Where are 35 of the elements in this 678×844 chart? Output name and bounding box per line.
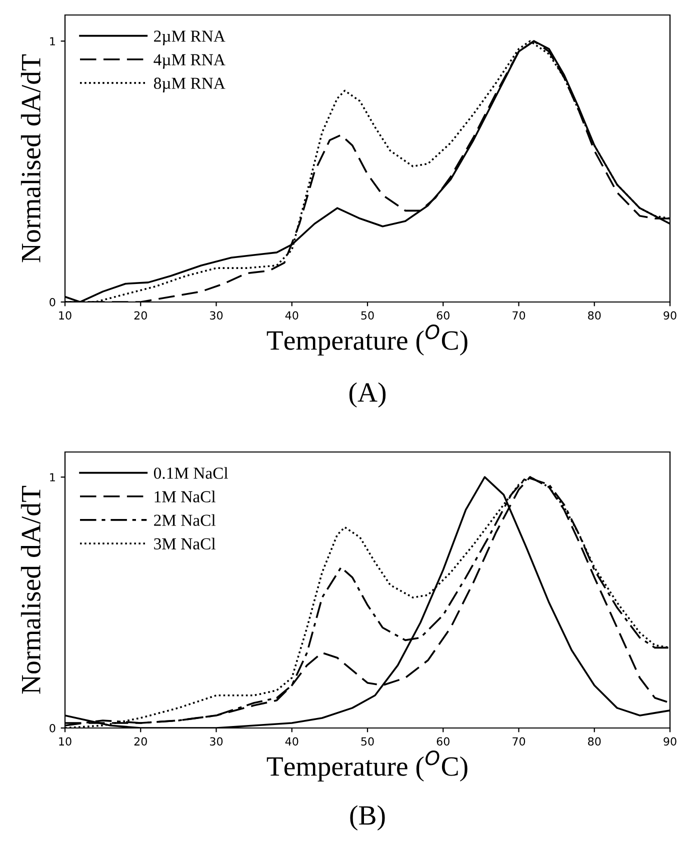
x-tick-label: 20	[134, 311, 147, 320]
text: (B)	[350, 805, 385, 830]
x-tick-label: 10	[59, 737, 72, 746]
x-axis-title: Temperature ($^{O}$C)	[266, 324, 468, 356]
legend-label: 2M NaCl	[154, 514, 216, 526]
text: (A)	[349, 382, 386, 408]
y-tick-label: 1	[50, 473, 55, 482]
legend-label: 1M NaCl	[154, 490, 216, 502]
x-tick-label: 90	[664, 737, 676, 746]
x-tick-label: 60	[436, 311, 450, 320]
x-tick-label: 50	[361, 311, 374, 320]
x-tick-label: 30	[210, 737, 223, 746]
x-tick-label: 80	[588, 311, 601, 320]
legend-label: 3M NaCl	[154, 538, 216, 550]
legend-label: 8µM RNA	[154, 78, 226, 92]
x-axis-title: Temperature ($^{O}$C)	[266, 750, 468, 782]
y-tick-label: 0	[50, 724, 56, 732]
legend-label: 2µM RNA	[154, 30, 226, 46]
x-tick-label: 90	[664, 311, 676, 320]
y-tick-label: 1	[50, 37, 55, 46]
legend-label: 0.1M NaCl	[154, 467, 228, 479]
x-tick-label: 20	[134, 737, 147, 746]
x-tick-label: 70	[512, 311, 526, 320]
y-axis-title: Normalised dA/dT	[20, 486, 40, 694]
y-tick-label: 0	[50, 298, 56, 306]
x-tick-label: 40	[285, 311, 298, 320]
x-tick-label: 80	[588, 737, 601, 746]
legend-label: 4µM RNA	[154, 54, 226, 69]
x-tick-label: 10	[59, 311, 72, 320]
y-axis-title: Normalised dA/dT	[20, 54, 40, 262]
x-tick-label: 60	[436, 737, 450, 746]
x-tick-label: 70	[512, 737, 526, 746]
x-tick-label: 50	[361, 737, 374, 746]
x-tick-label: 40	[285, 737, 298, 746]
x-tick-label: 30	[210, 311, 223, 320]
